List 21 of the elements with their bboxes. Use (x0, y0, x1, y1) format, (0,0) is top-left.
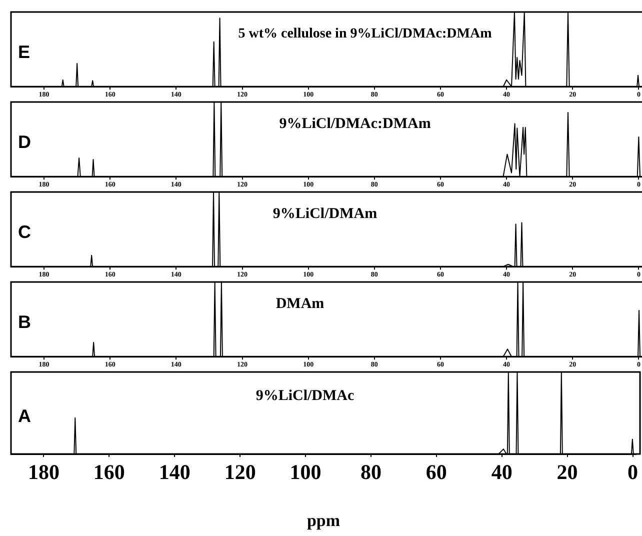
x-tick-label: 180 (28, 460, 60, 484)
x-axis-title: ppm (306, 511, 340, 530)
x-tick-label: 40 (491, 460, 512, 484)
x-tick-label: 140 (158, 460, 190, 484)
annotation: B (18, 312, 31, 332)
x-tick-label: 20 (556, 460, 578, 484)
x-tick-label: 120 (224, 460, 256, 484)
annotation: A (18, 406, 31, 426)
text: 9%LiCl/DMAc (256, 388, 354, 404)
x-tick-label: 100 (290, 460, 322, 484)
text: 5 wt% cellulose in 9%LiCl/DMAc:DMAm (238, 26, 492, 42)
text: DMAm (276, 296, 325, 312)
x-tick-label: 0 (628, 460, 638, 484)
annotation: E (18, 42, 30, 62)
x-tick-label: 60 (426, 460, 447, 484)
text: 9%LiCl/DMAm (272, 206, 378, 222)
text: 9%LiCl/DMAc:DMAm (279, 116, 432, 132)
x-tick-label: 160 (93, 460, 125, 484)
annotation: C (18, 222, 31, 242)
x-tick-label: 80 (360, 460, 382, 484)
annotation: D (18, 132, 31, 152)
